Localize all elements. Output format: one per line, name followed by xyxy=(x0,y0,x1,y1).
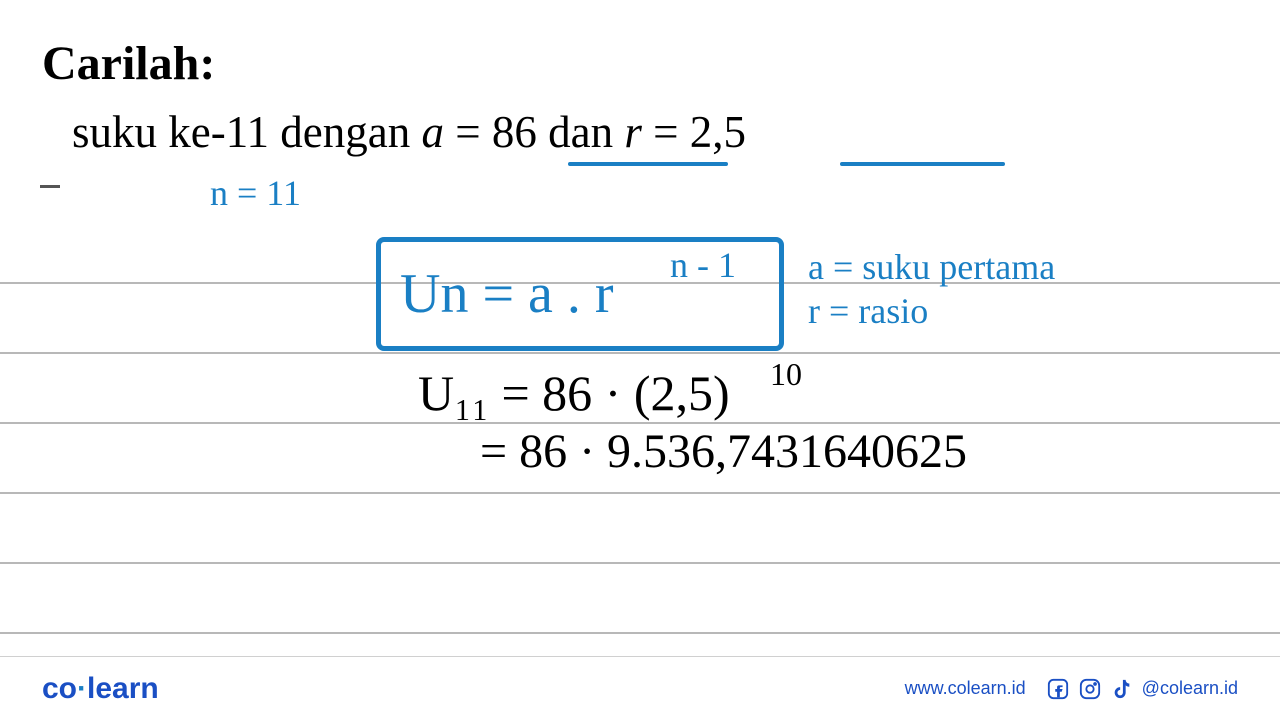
logo-dot: · xyxy=(77,672,87,705)
dash-mark xyxy=(40,185,60,188)
eq-2: = xyxy=(642,107,690,157)
legend-r: r = rasio xyxy=(808,290,928,332)
val-r: 2,5 xyxy=(690,107,746,157)
logo-learn: learn xyxy=(87,672,159,705)
footer: co·learn www.colearn.id @colearn.id xyxy=(0,656,1280,720)
calc-line-2: = 86 · 9.536,7431640625 xyxy=(480,424,967,479)
logo-co: co xyxy=(42,672,77,705)
dan-text: dan xyxy=(537,107,624,157)
footer-right: www.colearn.id @colearn.id xyxy=(905,677,1238,701)
ruled-line xyxy=(0,352,1280,354)
formula-exponent: n - 1 xyxy=(670,244,736,286)
var-r: r xyxy=(624,107,642,157)
underline-a xyxy=(568,162,728,166)
calc-line-1-exponent: 10 xyxy=(770,356,802,393)
calc-line-1: U₁₁ = 86 · (2,5) xyxy=(418,364,730,422)
facebook-icon[interactable] xyxy=(1046,677,1070,701)
problem-statement: suku ke-11 dengan a = 86 dan r = 2,5 xyxy=(72,106,746,158)
tiktok-icon[interactable] xyxy=(1110,677,1134,701)
var-a: a xyxy=(422,107,445,157)
footer-url[interactable]: www.colearn.id xyxy=(905,678,1026,699)
note-n-equals-11: n = 11 xyxy=(210,172,301,214)
instagram-icon[interactable] xyxy=(1078,677,1102,701)
ruled-line xyxy=(0,562,1280,564)
ruled-line xyxy=(0,492,1280,494)
social-group: @colearn.id xyxy=(1046,677,1238,701)
social-handle[interactable]: @colearn.id xyxy=(1142,678,1238,699)
formula-main: Un = a . r xyxy=(400,262,614,326)
ruled-line xyxy=(0,632,1280,634)
val-a: 86 xyxy=(492,107,537,157)
problem-title: Carilah: xyxy=(42,36,215,91)
eq-1: = xyxy=(444,107,492,157)
legend-a: a = suku pertama xyxy=(808,246,1055,288)
underline-r xyxy=(840,162,1005,166)
problem-text-1: suku ke-11 dengan xyxy=(72,107,422,157)
brand-logo: co·learn xyxy=(42,672,159,706)
